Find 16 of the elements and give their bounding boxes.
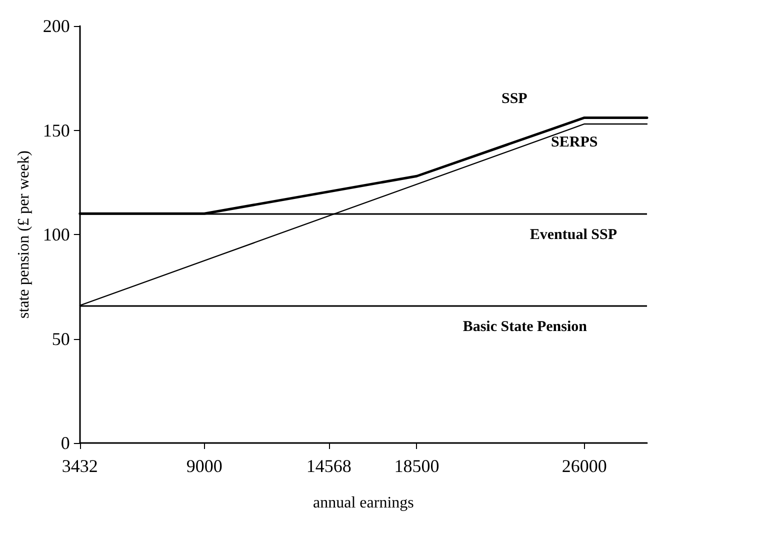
y-axis-title: state pension (£ per week) <box>16 150 32 318</box>
series-label: SSP <box>501 91 528 108</box>
x-tick-label: 9000 <box>186 456 222 476</box>
y-tick-label: 0 <box>60 433 70 453</box>
y-tick-label: 200 <box>42 16 70 36</box>
x-tick-label: 3432 <box>62 456 98 476</box>
y-tick-label: 50 <box>52 328 70 349</box>
x-tick-label: 14568 <box>306 456 352 476</box>
ref-line-label: Eventual SSP <box>530 227 617 244</box>
x-tick-label: 18500 <box>394 456 440 476</box>
y-tick-label: 150 <box>42 120 70 140</box>
y-tick-label: 100 <box>42 224 70 244</box>
x-tick-label: 26000 <box>562 456 607 476</box>
ref-line-label: Basic State Pension <box>462 318 588 335</box>
series-label: SERPS <box>551 134 598 150</box>
x-axis-title: annual earnings <box>313 494 414 512</box>
